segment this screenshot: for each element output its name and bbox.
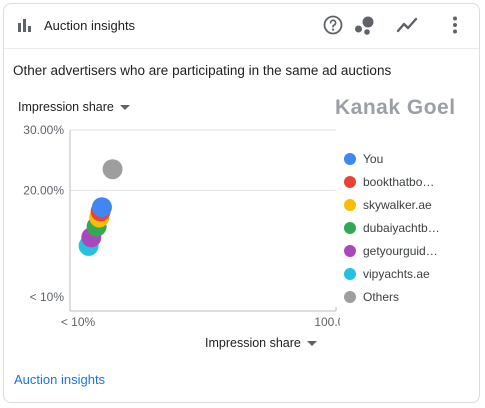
y-tick-label: 20.00% bbox=[23, 183, 64, 197]
legend-label: You bbox=[363, 151, 384, 166]
legend-item[interactable]: skywalker.ae bbox=[344, 193, 440, 216]
legend-label: dubaiyachtb… bbox=[363, 220, 440, 235]
help-icon[interactable] bbox=[321, 13, 345, 37]
legend-dot bbox=[344, 198, 356, 211]
y-axis-metric-dropdown[interactable]: Impression share bbox=[18, 100, 130, 114]
legend-dot bbox=[344, 267, 356, 280]
caret-down-icon bbox=[306, 340, 317, 346]
bar-chart-icon bbox=[18, 19, 31, 32]
legend-item[interactable]: Others bbox=[344, 285, 440, 308]
scatter-chart-icon[interactable] bbox=[352, 13, 376, 37]
legend-dot bbox=[344, 221, 356, 234]
y-axis-dropdown-label: Impression share bbox=[18, 100, 114, 114]
legend-item[interactable]: getyourguid… bbox=[344, 239, 440, 262]
y-tick-label: 30.00% bbox=[23, 123, 64, 137]
legend-label: skywalker.ae bbox=[363, 197, 432, 212]
legend-dot bbox=[344, 244, 356, 257]
scatter-chart: 30.00% 20.00% < 10% < 10% 100.00% bbox=[23, 123, 340, 329]
chart-legend: You bookthatbo… skywalker.ae dubaiyachtb… ge… bbox=[344, 147, 440, 308]
watermark-text: Kanak Goel bbox=[335, 96, 456, 119]
chart-points bbox=[78, 159, 123, 256]
chart-grid: 30.00% 20.00% < 10% < 10% 100.00% bbox=[23, 123, 340, 329]
legend-item[interactable]: vipyachts.ae bbox=[344, 262, 440, 285]
legend-label: Others bbox=[363, 289, 400, 304]
line-chart-icon[interactable] bbox=[395, 13, 419, 37]
legend-dot bbox=[344, 175, 356, 188]
legend-dot bbox=[344, 290, 356, 303]
x-tick-label: 100.00% bbox=[314, 315, 340, 329]
legend-item[interactable]: bookthatbo… bbox=[344, 170, 440, 193]
legend-dot bbox=[344, 152, 356, 165]
legend-label: getyourguid… bbox=[363, 243, 438, 258]
more-options-icon[interactable] bbox=[443, 13, 467, 37]
x-axis-metric-dropdown[interactable]: Impression share bbox=[205, 336, 317, 350]
data-point[interactable] bbox=[91, 197, 112, 218]
legend-label: bookthatbo… bbox=[363, 174, 435, 189]
auction-insights-link[interactable]: Auction insights bbox=[14, 372, 106, 387]
x-tick-label: < 10% bbox=[61, 315, 96, 329]
data-point[interactable] bbox=[102, 159, 123, 180]
y-tick-label: < 10% bbox=[30, 290, 65, 304]
caret-down-icon bbox=[119, 104, 130, 110]
auction-insights-card: Auction insights bbox=[3, 3, 480, 403]
card-title: Auction insights bbox=[44, 18, 136, 33]
legend-item[interactable]: You bbox=[344, 147, 440, 170]
chart-subtitle: Other advertisers who are participating … bbox=[13, 63, 392, 78]
header-divider bbox=[4, 48, 479, 49]
x-axis-dropdown-label: Impression share bbox=[205, 336, 301, 350]
card-header: Auction insights bbox=[4, 4, 479, 48]
legend-item[interactable]: dubaiyachtb… bbox=[344, 216, 440, 239]
legend-label: vipyachts.ae bbox=[363, 266, 430, 281]
